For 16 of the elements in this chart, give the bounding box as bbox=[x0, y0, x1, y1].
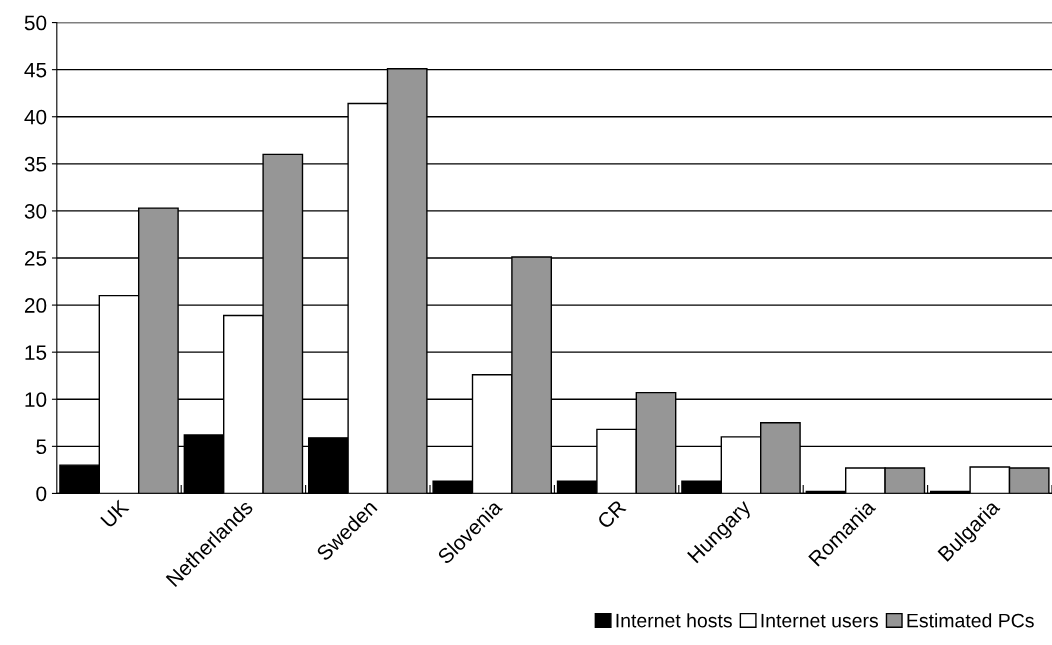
y-tick-label: 15 bbox=[25, 345, 47, 360]
y-tick-label: 0 bbox=[36, 486, 47, 502]
x-tick-label: CR bbox=[596, 499, 627, 530]
x-tick-label: UK bbox=[100, 498, 130, 529]
y-tick-label: 20 bbox=[24, 298, 47, 313]
y-tick-label: 10 bbox=[25, 392, 47, 408]
y-tick-label: 45 bbox=[24, 62, 47, 78]
y-tick-label: 35 bbox=[24, 156, 47, 172]
legend-label: Internet users bbox=[761, 613, 878, 628]
y-tick-label: 5 bbox=[36, 439, 47, 455]
y-tick-label: 50 bbox=[24, 15, 47, 31]
legend-label: Internet hosts bbox=[616, 613, 732, 628]
y-tick-label: 25 bbox=[24, 251, 47, 266]
y-tick-label: 30 bbox=[24, 203, 47, 219]
legend-label: Estimated PCs bbox=[907, 613, 1034, 628]
y-tick-label: 40 bbox=[24, 109, 47, 125]
